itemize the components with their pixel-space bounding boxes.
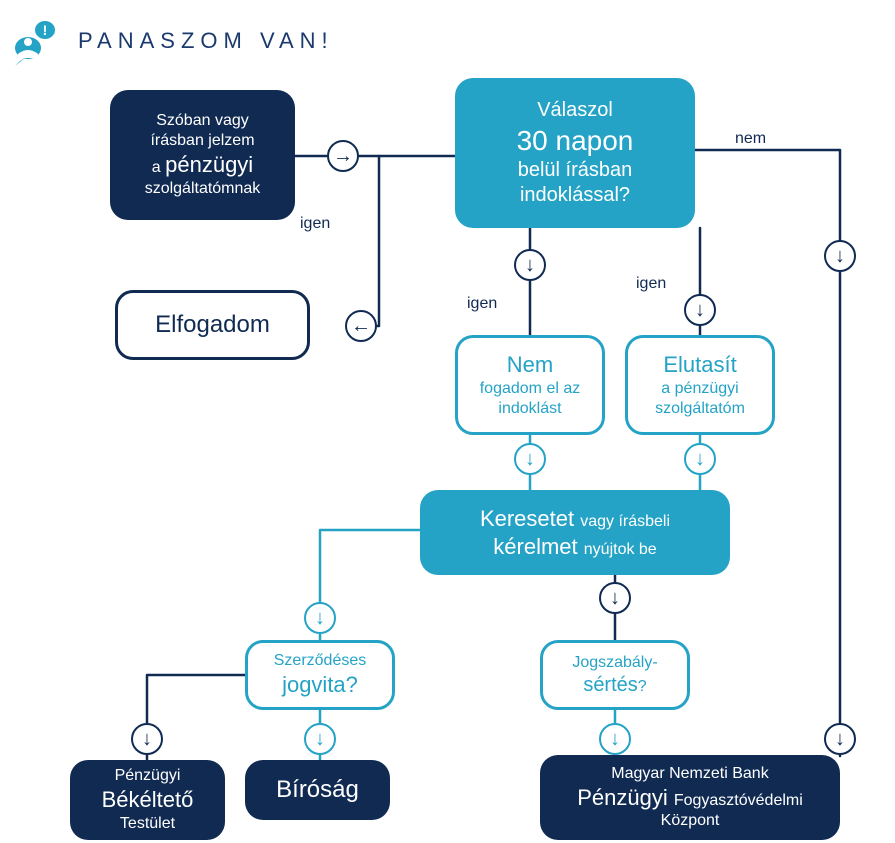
node-n1: Szóban vagyírásban jelzema pénzügyiszolg…: [110, 90, 295, 220]
arrow-a2: ←: [345, 310, 377, 342]
edge-label-1: igen: [467, 295, 497, 313]
arrow-a1: →: [327, 140, 359, 172]
arrow-a5: ↓: [514, 443, 546, 475]
arrow-a7: ↓: [304, 602, 336, 634]
node-n2: Válaszol30 naponbelül írásbanindoklással…: [455, 78, 695, 228]
arrow-a9: ↓: [131, 723, 163, 755]
node-n8: Jogszabály-sértés?: [540, 640, 690, 710]
arrow-a6: ↓: [684, 443, 716, 475]
arrow-a13: ↓: [824, 240, 856, 272]
speech-icon: !: [12, 18, 62, 71]
arrow-a4: ↓: [684, 294, 716, 326]
arrow-a11: ↓: [599, 723, 631, 755]
node-n3: Elfogadom: [115, 290, 310, 360]
svg-text:!: !: [43, 22, 48, 38]
arrow-a12: ↓: [824, 723, 856, 755]
node-n4: Nemfogadom el azindoklást: [455, 335, 605, 435]
edge-label-3: nem: [735, 130, 766, 148]
node-n6: Keresetet vagy írásbelikérelmet nyújtok …: [420, 490, 730, 575]
arrow-a8: ↓: [599, 582, 631, 614]
edge-label-2: igen: [636, 275, 666, 293]
node-n9: PénzügyiBékéltetőTestület: [70, 760, 225, 840]
arrow-a3: ↓: [514, 249, 546, 281]
node-n7: Szerződésesjogvita?: [245, 640, 395, 710]
node-n10: Bíróság: [245, 760, 390, 820]
arrow-a10: ↓: [304, 723, 336, 755]
node-n5: Elutasíta pénzügyiszolgáltatóm: [625, 335, 775, 435]
page-title: PANASZOM VAN!: [78, 28, 334, 54]
flowchart-canvas: ! PANASZOM VAN! Szóban vagyírásban jelze…: [0, 0, 895, 843]
node-n11: Magyar Nemzeti BankPénzügyi Fogyasztóvéd…: [540, 755, 840, 840]
edge-label-0: igen: [300, 215, 330, 233]
